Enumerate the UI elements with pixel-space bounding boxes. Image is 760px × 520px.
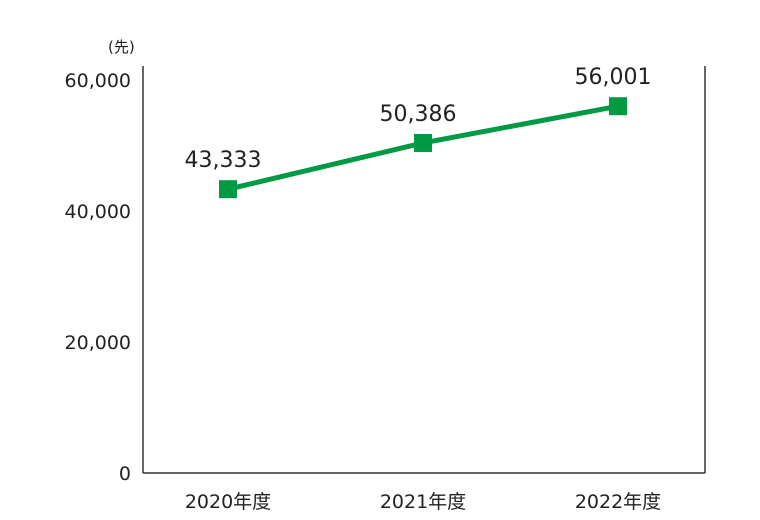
data-point-marker xyxy=(219,180,237,199)
x-tick-label: 2022年度 xyxy=(575,491,661,513)
x-tick-label: 2020年度 xyxy=(185,491,271,513)
y-tick-label: 60,000 xyxy=(65,70,131,92)
x-axis-ticks: 2020年度 2021年度 2022年度 xyxy=(185,491,661,513)
y-axis-unit: (先) xyxy=(108,38,135,56)
x-tick-label: 2021年度 xyxy=(380,491,466,513)
data-value-label: 43,333 xyxy=(185,148,262,173)
data-point-marker xyxy=(609,97,627,116)
y-tick-label: 0 xyxy=(119,463,131,485)
data-point-marker xyxy=(414,133,432,152)
y-tick-label: 20,000 xyxy=(65,332,131,354)
y-axis-ticks: 0 20,000 40,000 60,000 xyxy=(65,70,131,485)
data-value-label: 56,001 xyxy=(575,65,652,90)
data-value-label: 50,386 xyxy=(380,102,457,127)
y-tick-label: 40,000 xyxy=(65,201,131,223)
series-layer: 43,333 50,386 56,001 xyxy=(185,65,652,199)
